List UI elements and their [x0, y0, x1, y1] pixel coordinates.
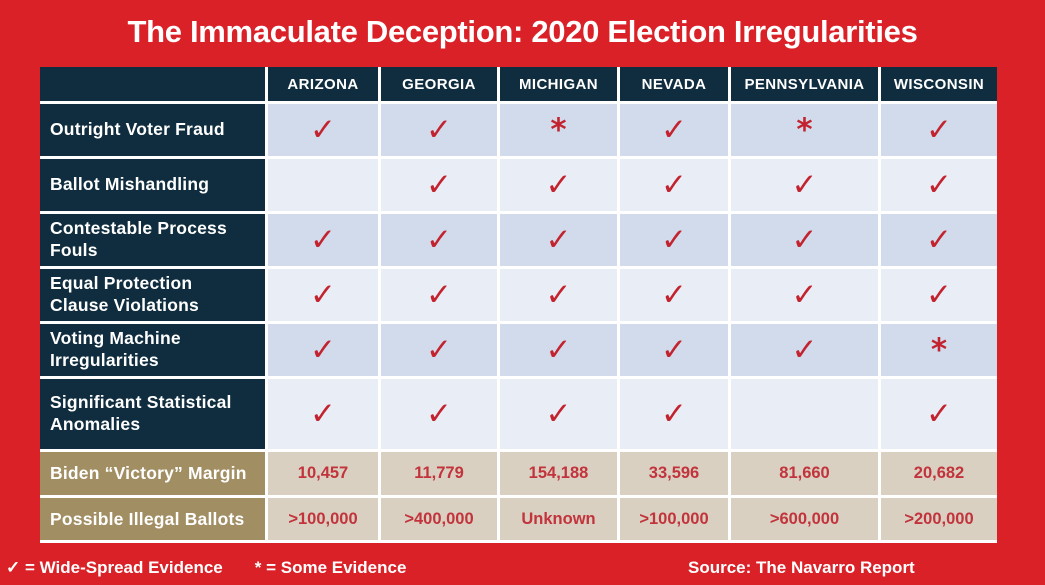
evidence-cell: ✓ [881, 214, 997, 266]
evidence-cell [268, 159, 378, 211]
margin-cell: 33,596 [620, 452, 728, 495]
evidence-cell: ✓ [381, 269, 497, 321]
ballots-cell: >100,000 [268, 498, 378, 540]
row-label-ballot-mishandling: Ballot Mishandling [40, 159, 265, 211]
evidence-cell [731, 379, 878, 449]
evidence-cell: ✓ [881, 159, 997, 211]
col-header-pennsylvania: PENNSYLVANIA [731, 67, 878, 101]
source-credit: Source: The Navarro Report [688, 558, 915, 577]
ballots-cell: >600,000 [731, 498, 878, 540]
evidence-cell: ✓ [620, 214, 728, 266]
legend-check-label: ✓ = Wide-Spread Evidence [6, 558, 223, 577]
col-header-wisconsin: WISCONSIN [881, 67, 997, 101]
irregularities-table: ARIZONA GEORGIA MICHIGAN NEVADA PENNSYLV… [40, 67, 997, 543]
evidence-cell: * [731, 104, 878, 156]
legend-star-label: * = Some Evidence [254, 558, 407, 577]
evidence-cell: ✓ [620, 379, 728, 449]
evidence-cell: ✓ [381, 214, 497, 266]
row-label-voting-machine-irregularities: Voting Machine Irregularities [40, 324, 265, 376]
col-header-nevada: NEVADA [620, 67, 728, 101]
margin-cell: 20,682 [881, 452, 997, 495]
row-label-biden-victory-margin: Biden “Victory” Margin [40, 452, 265, 495]
evidence-cell: ✓ [500, 379, 617, 449]
evidence-cell: ✓ [500, 324, 617, 376]
row-label-outright-voter-fraud: Outright Voter Fraud [40, 104, 265, 156]
evidence-cell: ✓ [500, 159, 617, 211]
evidence-cell: ✓ [268, 324, 378, 376]
margin-cell: 81,660 [731, 452, 878, 495]
evidence-cell: * [881, 324, 997, 376]
evidence-cell: ✓ [620, 159, 728, 211]
evidence-cell: ✓ [881, 379, 997, 449]
ballots-cell: >200,000 [881, 498, 997, 540]
col-header-georgia: GEORGIA [381, 67, 497, 101]
row-label-equal-protection-clause-violations: Equal Protection Clause Violations [40, 269, 265, 321]
ballots-cell: >100,000 [620, 498, 728, 540]
margin-cell: 10,457 [268, 452, 378, 495]
evidence-cell: ✓ [381, 104, 497, 156]
evidence-cell: ✓ [268, 269, 378, 321]
evidence-cell: * [500, 104, 617, 156]
evidence-cell: ✓ [500, 269, 617, 321]
evidence-cell: ✓ [620, 104, 728, 156]
margin-cell: 11,779 [381, 452, 497, 495]
evidence-cell: ✓ [381, 379, 497, 449]
evidence-cell: ✓ [731, 324, 878, 376]
evidence-cell: ✓ [500, 214, 617, 266]
ballots-cell: >400,000 [381, 498, 497, 540]
evidence-cell: ✓ [268, 104, 378, 156]
row-label-contestable-process-fouls: Contestable Process Fouls [40, 214, 265, 266]
margin-cell: 154,188 [500, 452, 617, 495]
evidence-cell: ✓ [881, 269, 997, 321]
evidence-cell: ✓ [881, 104, 997, 156]
legend: ✓ = Wide-Spread Evidence * = Some Evidenc… [6, 558, 406, 578]
row-label-possible-illegal-ballots: Possible Illegal Ballots [40, 498, 265, 540]
evidence-cell: ✓ [731, 159, 878, 211]
evidence-cell: ✓ [620, 324, 728, 376]
evidence-cell: ✓ [620, 269, 728, 321]
col-header-michigan: MICHIGAN [500, 67, 617, 101]
row-label-significant-statistical-anomalies: Significant Statistical Anomalies [40, 379, 265, 449]
evidence-cell: ✓ [268, 379, 378, 449]
col-header-arizona: ARIZONA [268, 67, 378, 101]
evidence-cell: ✓ [268, 214, 378, 266]
page-title: The Immaculate Deception: 2020 Election … [127, 14, 918, 49]
corner-cell [40, 67, 265, 101]
evidence-cell: ✓ [731, 269, 878, 321]
evidence-cell: ✓ [381, 159, 497, 211]
ballots-cell: Unknown [500, 498, 617, 540]
evidence-cell: ✓ [731, 214, 878, 266]
evidence-cell: ✓ [381, 324, 497, 376]
